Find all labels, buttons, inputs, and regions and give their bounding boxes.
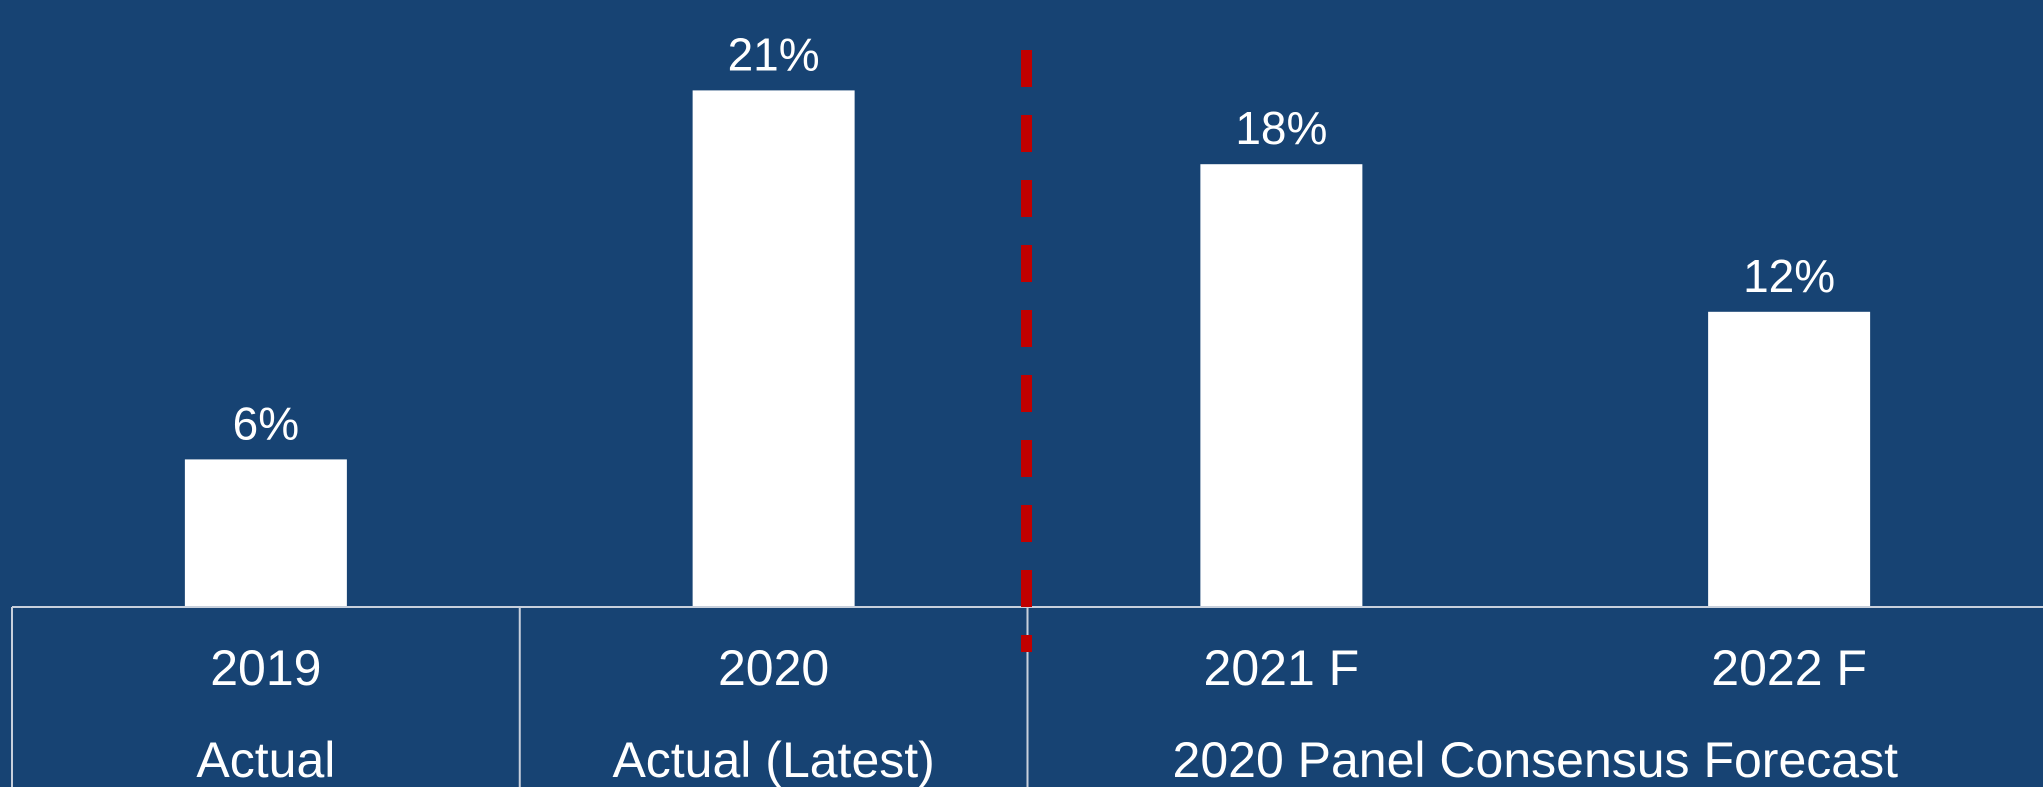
value-label: 6% <box>233 397 299 449</box>
value-label: 18% <box>1235 102 1327 154</box>
x-tick-label: 2022 F <box>1711 640 1867 696</box>
bar-2021-f <box>1200 164 1363 607</box>
value-label: 12% <box>1743 250 1835 302</box>
group-label: Actual (Latest) <box>612 732 934 787</box>
bar-2020 <box>692 90 855 607</box>
x-tick-label: 2019 <box>210 640 321 696</box>
bar-2022-f <box>1708 311 1871 607</box>
group-label: 2020 Panel Consensus Forecast <box>1173 732 1899 787</box>
value-label: 21% <box>728 28 820 80</box>
x-tick-label: 2020 <box>718 640 829 696</box>
bar-2019 <box>184 459 347 607</box>
group-label: Actual <box>196 732 335 787</box>
x-tick-label: 2021 F <box>1204 640 1360 696</box>
